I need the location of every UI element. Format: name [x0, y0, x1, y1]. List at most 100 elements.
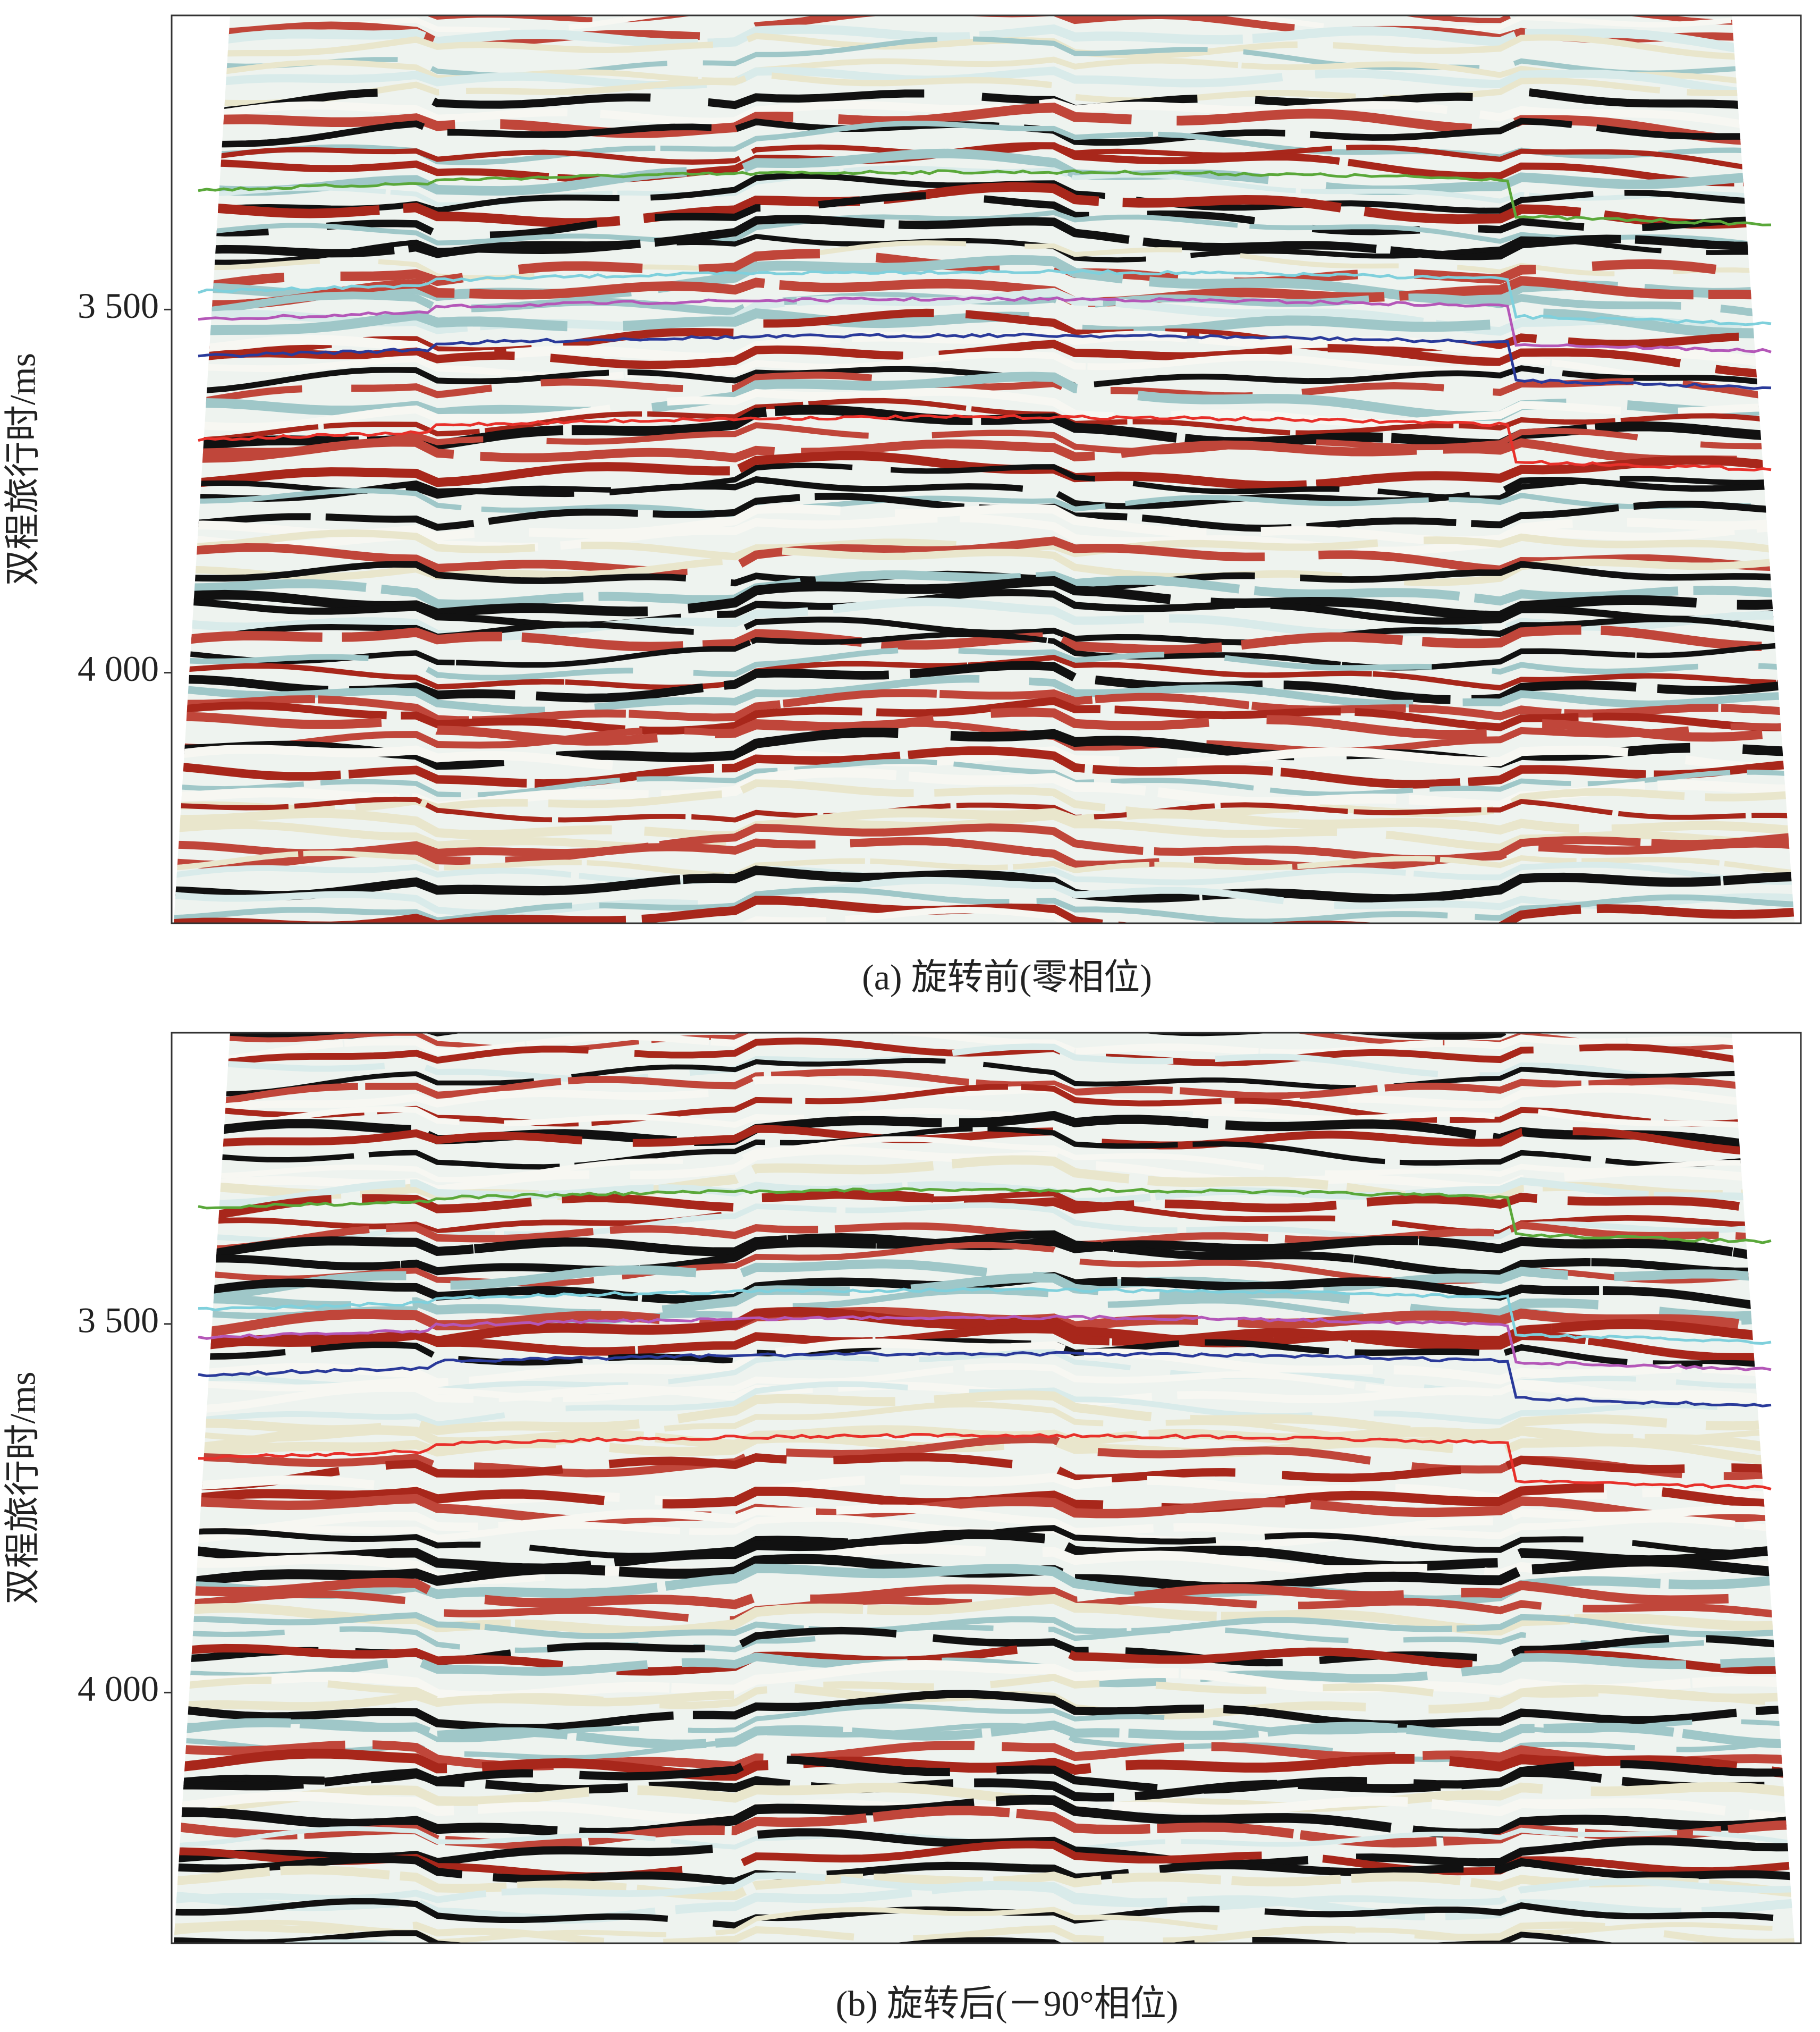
seismic-band — [174, 1704, 1794, 1743]
seismic-band — [174, 661, 1794, 704]
seismic-band — [174, 796, 1794, 823]
seismic-band — [174, 71, 1794, 107]
seismic-band — [174, 1390, 1794, 1438]
seismic-band — [174, 351, 1794, 385]
seismic-band — [161, 930, 1819, 951]
seismic-band — [174, 689, 1794, 724]
seismic-band — [174, 876, 1794, 917]
horizon — [198, 414, 1772, 472]
seismic-band — [174, 1529, 1794, 1573]
seismic-band — [174, 1338, 1794, 1373]
seismic-band — [174, 850, 1794, 878]
horizon — [198, 1432, 1772, 1491]
seismic-band — [174, 215, 1794, 260]
seismic-band — [174, 1043, 1794, 1086]
y-tick-label: 3 500 — [78, 1300, 159, 1340]
seismic-band — [174, 647, 1794, 681]
seismic-band — [174, 1136, 1794, 1183]
seismic-image — [174, 1033, 1794, 1943]
seismic-band — [174, 1504, 1794, 1538]
y-tick-label: 4 000 — [78, 648, 159, 689]
seismic-band — [174, 249, 1794, 297]
seismic-band — [174, 1106, 1794, 1138]
seismic-band — [174, 1433, 1794, 1469]
seismic-band — [174, 1494, 1794, 1525]
seismic-band — [174, 1325, 1794, 1362]
seismic-band — [174, 504, 1794, 546]
seismic-band — [174, 66, 1794, 100]
seismic-band — [174, 422, 1794, 458]
seismic-image — [161, 0, 1819, 951]
horizon — [198, 332, 1772, 390]
seismic-band — [174, 1038, 1794, 1076]
horizon — [198, 1351, 1772, 1407]
seismic-band — [174, 1453, 1794, 1490]
seismic-band — [174, 142, 1794, 187]
seismic-band — [174, 631, 1794, 671]
seismic-band — [174, 15, 1794, 18]
y-tick-label: 4 000 — [78, 1668, 159, 1709]
y-axis-label: 双程旅行时/ms — [3, 353, 43, 586]
seismic-band — [174, 488, 1794, 518]
seismic-band — [174, 1881, 1794, 1924]
seismic-band — [174, 1768, 1794, 1802]
seismic-band — [174, 728, 1794, 770]
caption: (b) 旋转后(－90°相位) — [836, 1984, 1179, 2024]
seismic-band — [174, 148, 1794, 196]
seismic-band — [174, 1930, 1794, 1943]
seismic-band — [174, 192, 1794, 239]
seismic-band — [174, 529, 1794, 561]
seismic-band — [174, 1612, 1794, 1639]
seismic-band — [174, 1068, 1794, 1111]
seismic-band — [174, 1273, 1794, 1321]
seismic-band — [174, 1840, 1794, 1881]
seismic-band — [174, 1723, 1794, 1763]
seismic-band — [174, 372, 1794, 411]
seismic-band — [174, 462, 1794, 501]
seismic-band — [174, 1748, 1794, 1781]
seismic-band — [174, 1578, 1794, 1609]
seismic-band — [174, 1177, 1794, 1208]
seismic-band — [174, 36, 1794, 79]
seismic-band — [174, 837, 1794, 872]
seismic-band — [174, 233, 1794, 266]
seismic-band — [174, 1659, 1794, 1702]
seismic-band — [174, 398, 1794, 443]
seismic-band — [174, 1690, 1794, 1733]
seismic-band — [174, 823, 1794, 864]
seismic-band — [174, 625, 1794, 655]
seismic-band — [174, 862, 1794, 886]
seismic-band — [174, 24, 1794, 61]
seismic-band — [174, 1740, 1794, 1771]
plot-frame — [171, 1032, 1802, 1944]
horizon — [198, 1287, 1772, 1345]
seismic-band — [174, 1563, 1794, 1605]
seismic-band — [174, 476, 1794, 510]
horizon — [198, 1187, 1772, 1244]
seismic-band — [174, 276, 1794, 310]
seismic-band — [174, 808, 1794, 841]
seismic-band — [174, 15, 1794, 25]
seismic-band — [174, 588, 1794, 629]
caption: (a) 旋转前(零相位) — [862, 957, 1152, 998]
seismic-band — [174, 1921, 1794, 1943]
seismic-band — [174, 746, 1794, 789]
seismic-band — [174, 697, 1794, 735]
seismic-band — [174, 1939, 1794, 1943]
seismic-band — [174, 758, 1794, 797]
horizon — [198, 296, 1772, 353]
seismic-band — [174, 437, 1794, 472]
seismic-band — [161, 0, 1819, 3]
seismic-band — [174, 15, 1794, 35]
seismic-band — [174, 1125, 1794, 1157]
seismic-band — [174, 387, 1794, 431]
seismic-band — [174, 308, 1794, 356]
seismic-band — [174, 906, 1794, 923]
seismic-band — [174, 1126, 1794, 1170]
horizon — [198, 269, 1772, 326]
seismic-band — [174, 674, 1794, 715]
seismic-band — [174, 340, 1794, 379]
seismic-band — [174, 1782, 1794, 1815]
seismic-band — [174, 1076, 1794, 1119]
